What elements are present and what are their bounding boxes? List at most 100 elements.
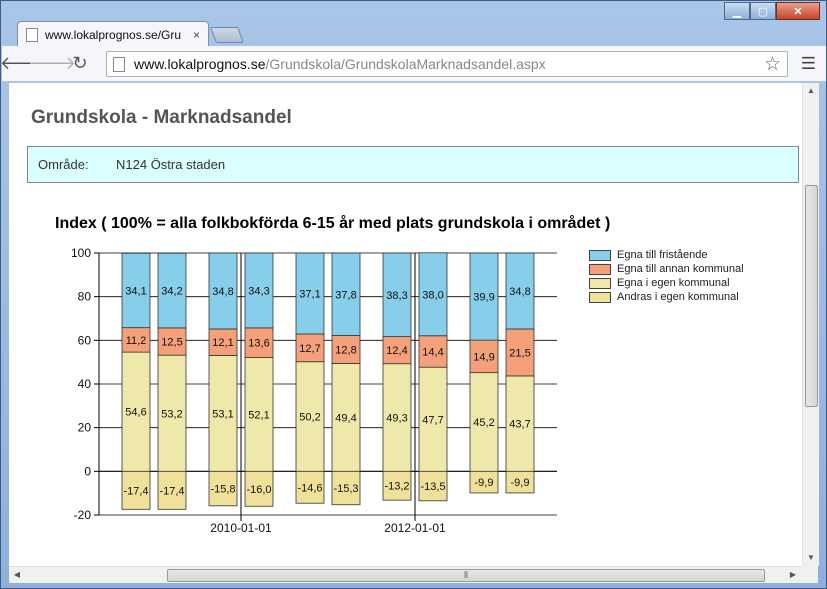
- page-viewport: Grundskola - Marknadsandel Område: N124 …: [9, 83, 819, 566]
- data-label: 38,0: [422, 289, 443, 301]
- chart-title: Index ( 100% = alla folkbokförda 6-15 år…: [55, 215, 611, 232]
- page-icon: [26, 27, 38, 42]
- data-label: 47,7: [422, 414, 443, 426]
- data-label: 14,9: [473, 351, 494, 363]
- address-bar[interactable]: www.lokalprognos.se/Grundskola/Grundskol…: [106, 51, 788, 77]
- vertical-scrollbar[interactable]: ▲ ▼: [802, 83, 819, 566]
- legend-item: Egna till fristående: [589, 248, 744, 262]
- legend-swatch: [589, 249, 611, 261]
- y-tick-label: -20: [74, 508, 92, 522]
- page-icon: [113, 56, 125, 72]
- browser-tab[interactable]: www.lokalprognos.se/Gru ×: [17, 21, 209, 47]
- data-label: 53,2: [161, 408, 182, 420]
- vertical-scroll-thumb[interactable]: [805, 185, 818, 407]
- bar-segment: [469, 470, 499, 494]
- bar-segment: [418, 335, 448, 368]
- data-label: 12,5: [161, 337, 182, 349]
- tab-close-icon[interactable]: ×: [192, 27, 200, 42]
- data-label: 13,6: [248, 338, 269, 350]
- minimize-icon[interactable]: ▁: [724, 2, 750, 20]
- y-tick-label: 80: [78, 290, 92, 304]
- bar-segment: [382, 363, 412, 472]
- bar-segment: [505, 252, 535, 330]
- bar-segment: [121, 327, 151, 353]
- bar-segment: [244, 327, 274, 358]
- y-tick-label: 20: [78, 421, 92, 435]
- data-label: -9,9: [511, 477, 530, 489]
- legend-item: Egna till annan kommunal: [589, 262, 744, 276]
- data-label: 34,8: [509, 286, 530, 298]
- bar-segment: [418, 470, 448, 502]
- bar-segment: [469, 252, 499, 341]
- bar-segment: [121, 252, 151, 329]
- forward-icon[interactable]: 🡒: [27, 53, 77, 73]
- bar-segment: [244, 470, 274, 507]
- horizontal-scrollbar[interactable]: ◀ ⦀ ▶: [9, 566, 801, 583]
- bar-segment: [505, 328, 535, 377]
- data-label: 12,4: [386, 345, 407, 357]
- reload-icon[interactable]: ↻: [72, 53, 88, 73]
- bar-segment: [208, 328, 238, 356]
- data-label: 12,7: [299, 343, 320, 355]
- bar-segment: [469, 339, 499, 374]
- data-label: -17,4: [123, 485, 148, 497]
- data-label: 11,2: [126, 335, 147, 347]
- bar-segment: [418, 366, 448, 472]
- page-title: Grundskola - Marknadsandel: [31, 107, 292, 128]
- data-label: 12,8: [335, 345, 356, 357]
- back-icon[interactable]: 🡐: [0, 53, 49, 73]
- bookmark-star-icon[interactable]: ☆: [763, 54, 781, 75]
- data-label: -15,8: [210, 484, 235, 496]
- data-label: 54,6: [125, 407, 146, 419]
- legend-label: Egna i egen kommunal: [617, 277, 730, 289]
- legend-swatch: [589, 263, 611, 275]
- browser-toolbar: 🡐 🡒 ↻ www.lokalprognos.se/Grundskola/Gru…: [0, 46, 826, 82]
- data-label: 38,3: [386, 290, 407, 302]
- url-host: www.lokalprognos.se: [134, 56, 266, 72]
- bar-segment: [157, 252, 187, 329]
- bar-segment: [208, 470, 238, 507]
- menu-icon[interactable]: ☰: [800, 54, 816, 73]
- data-label: 21,5: [509, 347, 530, 359]
- data-label: 37,1: [299, 289, 320, 301]
- legend-label: Andras i egen kommunal: [617, 291, 739, 303]
- area-value: N124 Östra staden: [116, 157, 226, 172]
- maximize-icon[interactable]: ▢: [750, 2, 776, 20]
- scroll-down-icon[interactable]: ▼: [807, 553, 815, 562]
- bar-segment: [157, 327, 187, 356]
- bar-segment: [382, 470, 412, 501]
- data-label: -16,0: [246, 484, 271, 496]
- horizontal-scroll-thumb[interactable]: ⦀: [167, 569, 765, 582]
- new-tab-button[interactable]: [210, 27, 244, 43]
- data-label: -15,3: [333, 483, 358, 495]
- bar-segment: [208, 252, 238, 330]
- scroll-left-icon[interactable]: ◀: [13, 570, 21, 579]
- area-label: Område:: [38, 157, 89, 172]
- scroll-up-icon[interactable]: ▲: [807, 86, 815, 95]
- data-label: 14,4: [422, 346, 443, 358]
- data-label: -9,9: [475, 477, 494, 489]
- legend-item: Egna i egen kommunal: [589, 276, 744, 290]
- data-label: 37,8: [335, 289, 356, 301]
- data-label: 34,8: [212, 286, 233, 298]
- legend-label: Egna till fristående: [617, 249, 708, 261]
- y-tick-label: 0: [84, 464, 91, 478]
- window-controls: ▁ ▢ ✕: [724, 2, 820, 20]
- data-label: -13,5: [420, 481, 445, 493]
- area-box: Område: N124 Östra staden: [27, 146, 799, 183]
- data-label: 34,2: [161, 286, 182, 298]
- bar-segment: [295, 252, 325, 335]
- data-label: 49,3: [386, 413, 407, 425]
- bar-segment: [295, 470, 325, 504]
- y-tick-label: 60: [78, 333, 92, 347]
- data-label: 34,3: [248, 285, 269, 297]
- url-path: /Grundskola/GrundskolaMarknadsandel.aspx: [265, 56, 546, 72]
- bar-segment: [331, 252, 361, 336]
- legend-swatch: [589, 277, 611, 289]
- data-label: 49,4: [335, 412, 356, 424]
- y-tick-label: 40: [78, 377, 92, 391]
- data-label: 12,1: [212, 337, 233, 349]
- close-window-icon[interactable]: ✕: [776, 2, 820, 20]
- scroll-right-icon[interactable]: ▶: [789, 570, 797, 579]
